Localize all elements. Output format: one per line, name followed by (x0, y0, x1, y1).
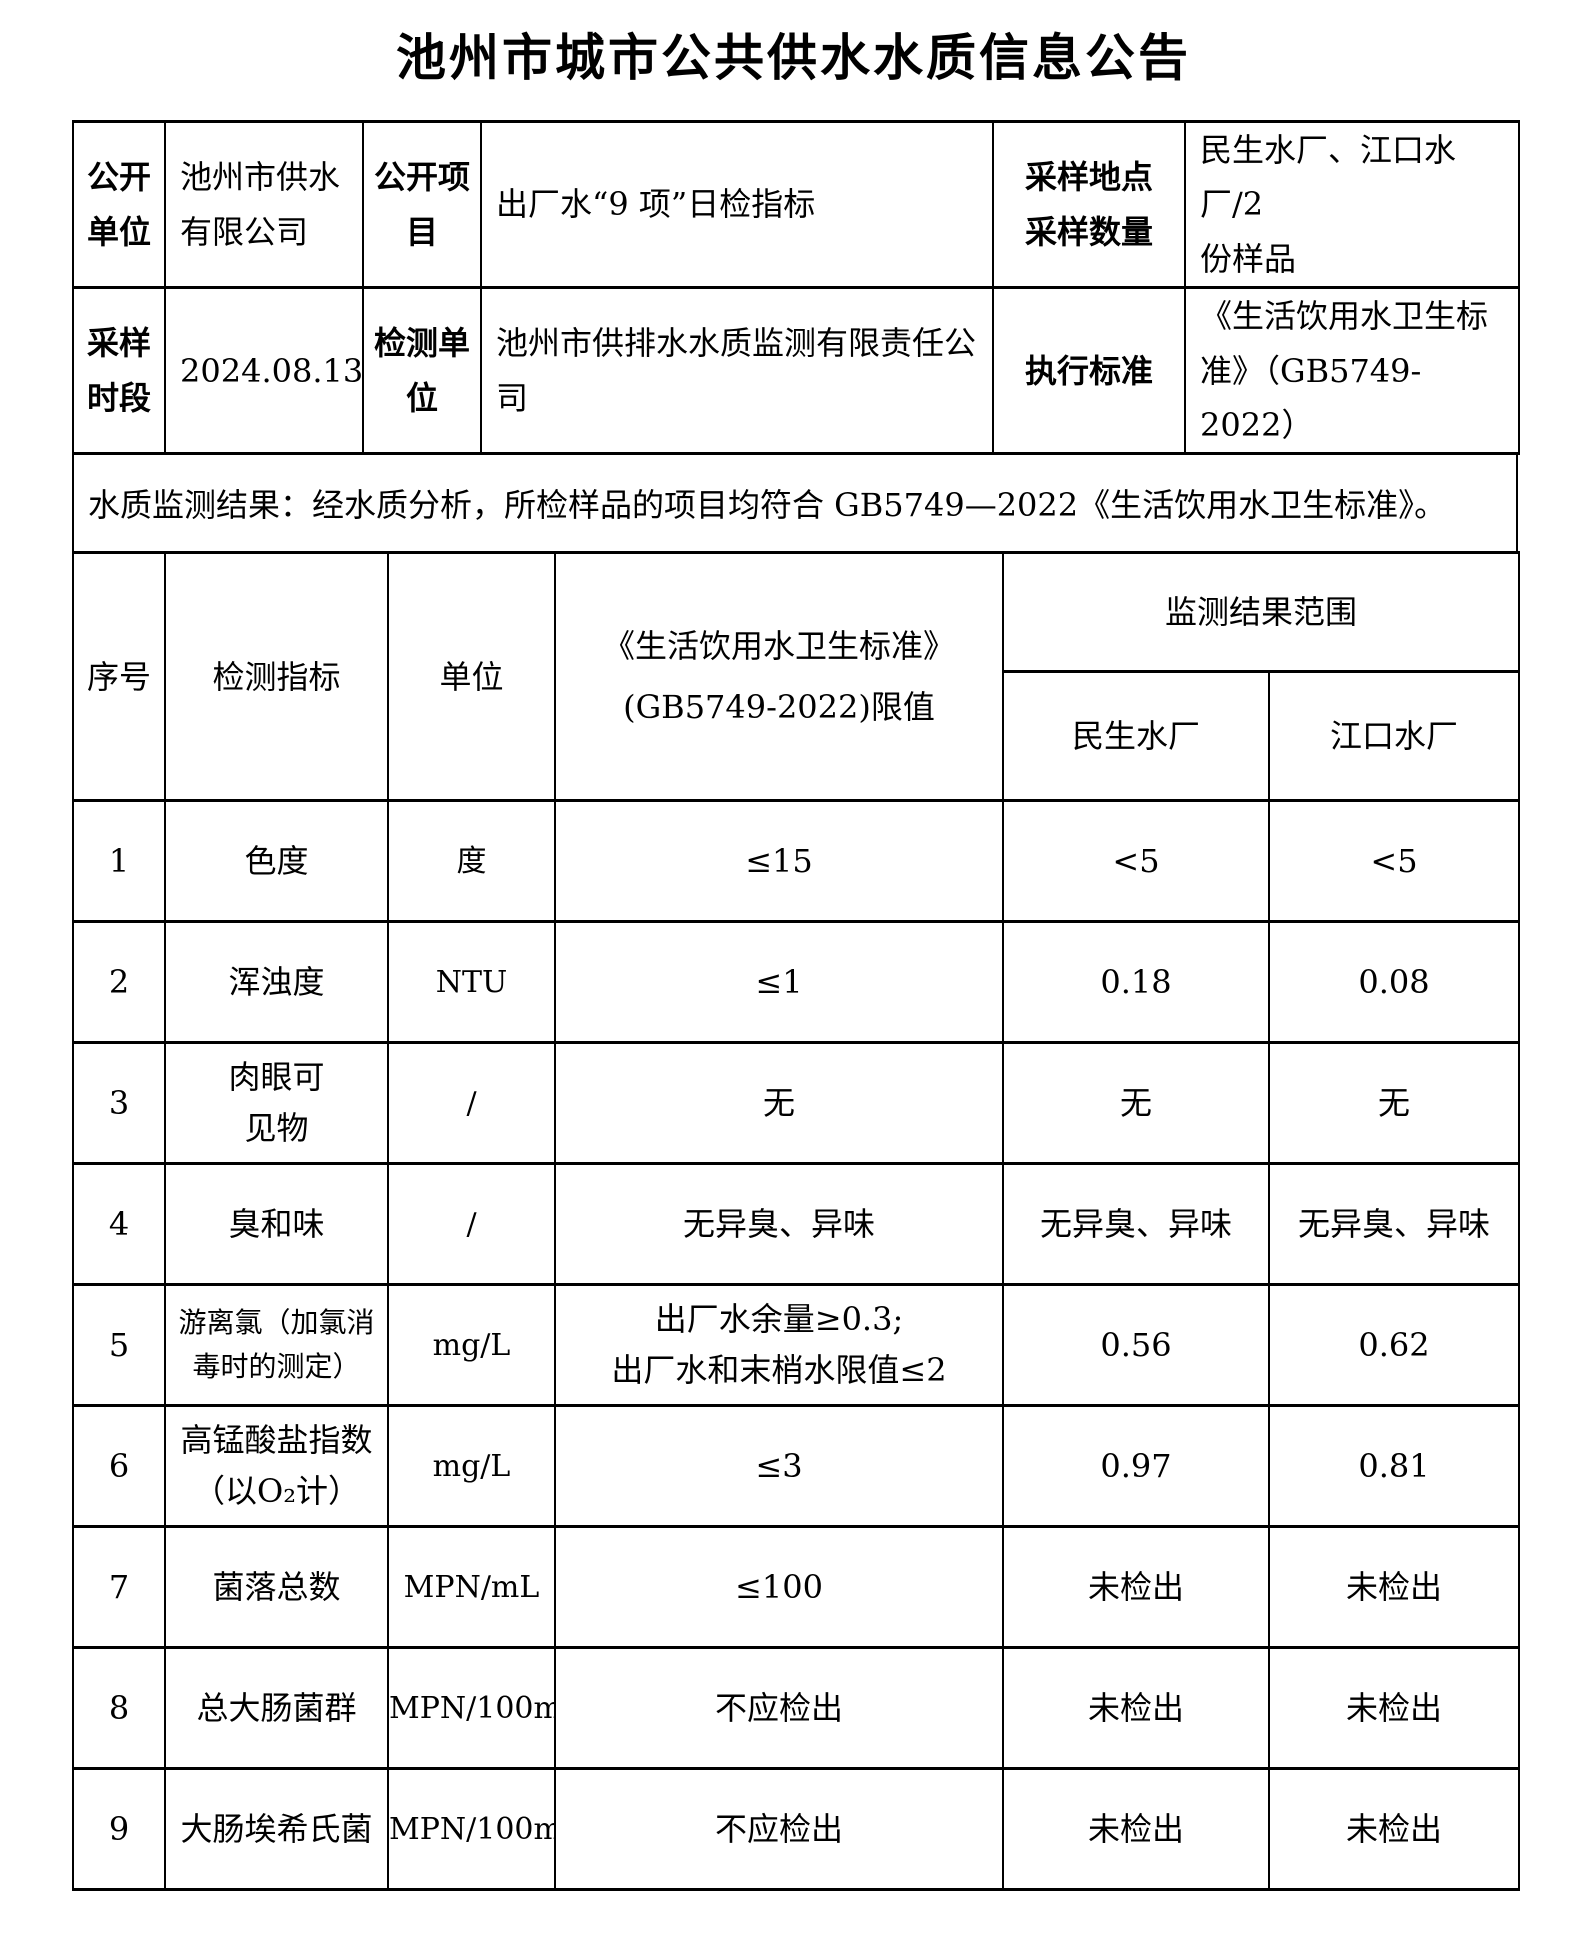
table-row-8: 8 总大肠菌群 MPN/100mL 不应检出 未检出 未检出 (72, 1646, 1521, 1771)
value-public-unit: 池州市供水 有限公司 (164, 119, 364, 290)
cell-indicator: 高锰酸盐指数 （以O₂计） (164, 1404, 389, 1529)
info-table: 公开单位 池州市供水 有限公司 公开项目 出厂水“9 项”日检指标 采样地点 采… (72, 119, 1520, 456)
cell-unit: mg/L (387, 1283, 556, 1408)
info-row-1: 公开单位 池州市供水 有限公司 公开项目 出厂水“9 项”日检指标 采样地点 采… (72, 119, 1520, 290)
cell-result-minsheng: 0.18 (1002, 920, 1270, 1045)
cell-limit: 出厂水余量≥0.3; 出厂水和末梢水限值≤2 (554, 1283, 1004, 1408)
table-row-7: 7 菌落总数 MPN/mL ≤100 未检出 未检出 (72, 1525, 1521, 1650)
cell-seq: 4 (72, 1162, 166, 1287)
cell-limit: 不应检出 (554, 1767, 1004, 1892)
cell-result-minsheng: <5 (1002, 799, 1270, 924)
cell-limit: ≤100 (554, 1525, 1004, 1650)
results-table: 序号 检测指标 单位 《生活饮用水卫生标准》 (GB5749-2022)限值 监… (72, 551, 1521, 1892)
label-sampling-period: 采样时段 (72, 286, 166, 456)
cell-unit: MPN/mL (387, 1525, 556, 1650)
cell-result-jiangkou: 0.08 (1267, 920, 1521, 1045)
cell-result-jiangkou: 未检出 (1267, 1646, 1521, 1771)
cell-indicator: 浑浊度 (164, 920, 389, 1045)
cell-result-minsheng: 未检出 (1002, 1646, 1270, 1771)
cell-result-minsheng: 无异臭、异味 (1002, 1162, 1270, 1287)
cell-result-minsheng: 0.56 (1002, 1283, 1270, 1408)
cell-unit: 度 (387, 799, 556, 924)
cell-seq: 5 (72, 1283, 166, 1408)
cell-seq: 1 (72, 799, 166, 924)
cell-limit: ≤1 (554, 920, 1004, 1045)
cell-limit: ≤15 (554, 799, 1004, 924)
table-row-9: 9 大肠埃希氏菌 MPN/100mL 不应检出 未检出 未检出 (72, 1767, 1521, 1892)
col-header-seq: 序号 (72, 551, 166, 803)
document: 池州市城市公共供水水质信息公告 公开单位 池州市供水 有限公司 公开项目 出厂水… (0, 26, 1587, 1892)
cell-result-minsheng: 未检出 (1002, 1525, 1270, 1650)
cell-unit: MPN/100mL (387, 1767, 556, 1892)
cell-seq: 8 (72, 1646, 166, 1771)
value-sampling-period: 2024.08.13 (164, 286, 364, 456)
table-row-3: 3 肉眼可 见物 / 无 无 无 (72, 1041, 1521, 1166)
cell-unit: / (387, 1162, 556, 1287)
cell-result-jiangkou: 无异臭、异味 (1267, 1162, 1521, 1287)
cell-result-jiangkou: 未检出 (1267, 1767, 1521, 1892)
col-header-indicator: 检测指标 (164, 551, 389, 803)
cell-seq: 6 (72, 1404, 166, 1529)
results-header-row-1: 序号 检测指标 单位 《生活饮用水卫生标准》 (GB5749-2022)限值 监… (72, 551, 1521, 803)
cell-result-jiangkou: 0.62 (1267, 1283, 1521, 1408)
cell-limit: 无 (554, 1041, 1004, 1166)
page-title: 池州市城市公共供水水质信息公告 (396, 28, 1191, 87)
cell-seq: 9 (72, 1767, 166, 1892)
cell-indicator: 肉眼可 见物 (164, 1041, 389, 1166)
cell-limit: 无异臭、异味 (554, 1162, 1004, 1287)
table-row-2: 2 浑浊度 NTU ≤1 0.18 0.08 (72, 920, 1521, 1045)
col-header-unit: 单位 (387, 551, 556, 803)
col-header-limit: 《生活饮用水卫生标准》 (GB5749-2022)限值 (554, 551, 1004, 803)
table-row-6: 6 高锰酸盐指数 （以O₂计） mg/L ≤3 0.97 0.81 (72, 1404, 1521, 1529)
cell-result-jiangkou: 未检出 (1267, 1525, 1521, 1650)
results-header-row-2: 民生水厂 江口水厂 (73, 670, 1521, 803)
cell-result-jiangkou: <5 (1267, 799, 1521, 924)
col-header-plant-minsheng: 民生水厂 (1002, 670, 1270, 803)
cell-unit: MPN/100mL (387, 1646, 556, 1771)
value-executive-standard: 《生活饮用水卫生标 准》（GB5749-2022） (1184, 286, 1520, 456)
monitoring-result-statement: 水质监测结果：经水质分析，所检样品的项目均符合 GB5749—2022《生活饮用… (72, 452, 1518, 555)
cell-result-minsheng: 未检出 (1002, 1767, 1270, 1892)
cell-seq: 2 (72, 920, 166, 1045)
cell-seq: 7 (72, 1525, 166, 1650)
value-public-item: 出厂水“9 项”日检指标 (480, 119, 994, 290)
cell-indicator: 色度 (164, 799, 389, 924)
value-sampling-site-quantity: 民生水厂、江口水厂/2 份样品 (1184, 119, 1520, 290)
info-row-2: 采样时段 2024.08.13 检测单位 池州市供排水水质监测有限责任公司 执行… (72, 286, 1520, 456)
cell-result-jiangkou: 0.81 (1267, 1404, 1521, 1529)
table-row-4: 4 臭和味 / 无异臭、异味 无异臭、异味 无异臭、异味 (72, 1162, 1521, 1287)
cell-indicator: 游离氯（加氯消 毒时的测定） (164, 1283, 389, 1408)
cell-result-minsheng: 0.97 (1002, 1404, 1270, 1529)
cell-limit: 不应检出 (554, 1646, 1004, 1771)
label-executive-standard: 执行标准 (992, 286, 1186, 456)
cell-unit: NTU (387, 920, 556, 1045)
cell-indicator: 总大肠菌群 (164, 1646, 389, 1771)
cell-indicator: 大肠埃希氏菌 (164, 1767, 389, 1892)
cell-unit: / (387, 1041, 556, 1166)
value-testing-unit: 池州市供排水水质监测有限责任公司 (480, 286, 994, 456)
cell-indicator: 臭和味 (164, 1162, 389, 1287)
cell-indicator: 菌落总数 (164, 1525, 389, 1650)
cell-result-minsheng: 无 (1002, 1041, 1270, 1166)
label-public-unit: 公开单位 (72, 119, 166, 290)
cell-unit: mg/L (387, 1404, 556, 1529)
table-row-1: 1 色度 度 ≤15 <5 <5 (72, 799, 1521, 924)
col-header-result-range: 监测结果范围 (1001, 551, 1521, 674)
table-row-5: 5 游离氯（加氯消 毒时的测定） mg/L 出厂水余量≥0.3; 出厂水和末梢水… (72, 1283, 1521, 1408)
cell-limit: ≤3 (554, 1404, 1004, 1529)
cell-seq: 3 (72, 1041, 166, 1166)
label-public-item: 公开项目 (362, 119, 482, 290)
cell-result-jiangkou: 无 (1267, 1041, 1521, 1166)
col-header-plant-jiangkou: 江口水厂 (1267, 670, 1521, 803)
label-testing-unit: 检测单位 (362, 286, 482, 456)
label-sampling-site-quantity: 采样地点 采样数量 (992, 119, 1186, 290)
